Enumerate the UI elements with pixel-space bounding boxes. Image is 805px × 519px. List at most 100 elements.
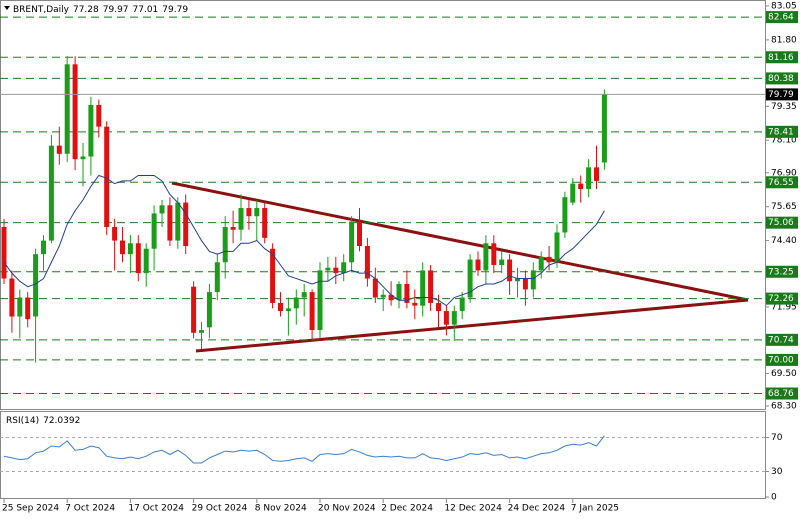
y-tick-label: 75.65 <box>771 202 797 212</box>
candle-body <box>278 302 283 312</box>
y-tick-label: 69.50 <box>771 369 797 379</box>
candle-body <box>191 286 197 333</box>
candle-body <box>586 167 592 190</box>
candle-body <box>325 267 331 271</box>
candle-body <box>507 259 513 282</box>
level-box <box>766 176 798 189</box>
candle-body <box>515 278 520 282</box>
candle-body <box>388 294 394 301</box>
level-label: 73.25 <box>768 267 794 277</box>
candle-body <box>127 243 133 255</box>
candle-body <box>64 64 70 154</box>
y-tick-label: 71.95 <box>771 303 797 313</box>
main-panel <box>0 0 766 410</box>
candle-body <box>428 270 434 303</box>
candle-body <box>396 283 402 301</box>
candle-body <box>451 311 457 325</box>
level-label: 70.74 <box>768 335 794 345</box>
candle-body <box>372 278 378 298</box>
ohlc-value: 79.79 <box>162 5 188 15</box>
candle-body <box>25 297 31 320</box>
candle-body <box>9 278 15 317</box>
y-tick-label: 0 <box>771 493 777 503</box>
chart-title: BRENT,Daily <box>13 5 70 15</box>
candle-body <box>554 232 560 263</box>
x-tick-label: 7 Oct 2024 <box>65 504 115 514</box>
y-tick-label: 81.80 <box>771 35 797 45</box>
y-tick-label: 30 <box>771 467 783 477</box>
candle-body <box>570 183 576 203</box>
candle-body <box>317 270 323 331</box>
y-tick-label: 76.90 <box>771 168 797 178</box>
candle-body <box>530 270 536 290</box>
candle-body <box>562 197 568 233</box>
candle-body <box>17 297 23 317</box>
level-box <box>766 387 798 400</box>
y-tick-label: 70 <box>771 433 783 443</box>
candle-body <box>443 311 449 325</box>
candle-body <box>293 297 299 309</box>
candle-body <box>206 292 212 328</box>
level-box <box>766 216 798 229</box>
x-tick-label: 29 Oct 2024 <box>192 504 248 514</box>
y-tick-label: 68.30 <box>771 402 797 412</box>
x-tick-label: 12 Dec 2024 <box>444 504 502 514</box>
candle-body <box>270 248 276 303</box>
rsi-value: 72.0392 <box>43 416 80 426</box>
candle-body <box>538 256 544 271</box>
ohlc-value: 77.01 <box>133 5 159 15</box>
level-box <box>766 353 798 366</box>
rsi-panel <box>0 411 766 499</box>
chart-header: BRENT,Daily 77.28 79.97 77.01 79.79 <box>13 5 188 15</box>
candle-body <box>112 227 118 241</box>
candle-body <box>357 221 362 246</box>
level-label: 82.64 <box>768 13 794 23</box>
candle-body <box>436 302 441 312</box>
y-tick-label: 79.35 <box>771 102 797 112</box>
level-box <box>766 333 798 346</box>
level-box <box>766 265 798 278</box>
level-label: 68.76 <box>768 389 794 399</box>
candle-body <box>546 256 552 263</box>
candle-body <box>601 94 607 163</box>
candle-body <box>262 208 268 238</box>
candle-body <box>246 208 252 217</box>
candle-body <box>167 205 173 241</box>
candle-body <box>404 283 410 303</box>
candle-body <box>420 270 426 306</box>
x-tick-label: 25 Sep 2024 <box>2 504 59 514</box>
candle-body <box>135 243 141 274</box>
candle-body <box>467 259 473 298</box>
y-tick-label: 74.40 <box>771 236 797 246</box>
level-label: 78.41 <box>768 127 794 137</box>
ohlc-value: 77.28 <box>73 5 99 15</box>
candle-body <box>56 145 62 154</box>
level-label: 81.16 <box>768 53 794 63</box>
x-tick-label: 20 Nov 2024 <box>318 504 376 514</box>
candle-body <box>120 240 125 255</box>
candle-body <box>301 292 307 298</box>
x-tick-label: 7 Jan 2025 <box>571 504 619 514</box>
moving-average <box>3 174 605 307</box>
candle-body <box>254 208 260 217</box>
level-box <box>766 72 798 85</box>
candle-body <box>230 227 236 230</box>
candle-body <box>183 202 189 246</box>
candle-body <box>104 126 110 228</box>
candle-body <box>491 243 497 265</box>
menu-triangle <box>4 6 10 10</box>
rsi-title: RSI(14) <box>6 416 39 426</box>
level-box <box>766 125 798 138</box>
candle-body <box>333 267 339 274</box>
candle-body <box>499 259 505 265</box>
candle-body <box>349 221 355 263</box>
candle-body <box>80 156 86 160</box>
candle-body <box>341 262 347 274</box>
candle-body <box>41 240 46 255</box>
candle-body <box>1 227 7 279</box>
candle-body <box>96 104 102 127</box>
x-tick-label: 8 Nov 2024 <box>255 504 307 514</box>
candle-body <box>151 213 157 249</box>
candle-body <box>475 259 481 271</box>
price-box <box>766 88 798 101</box>
